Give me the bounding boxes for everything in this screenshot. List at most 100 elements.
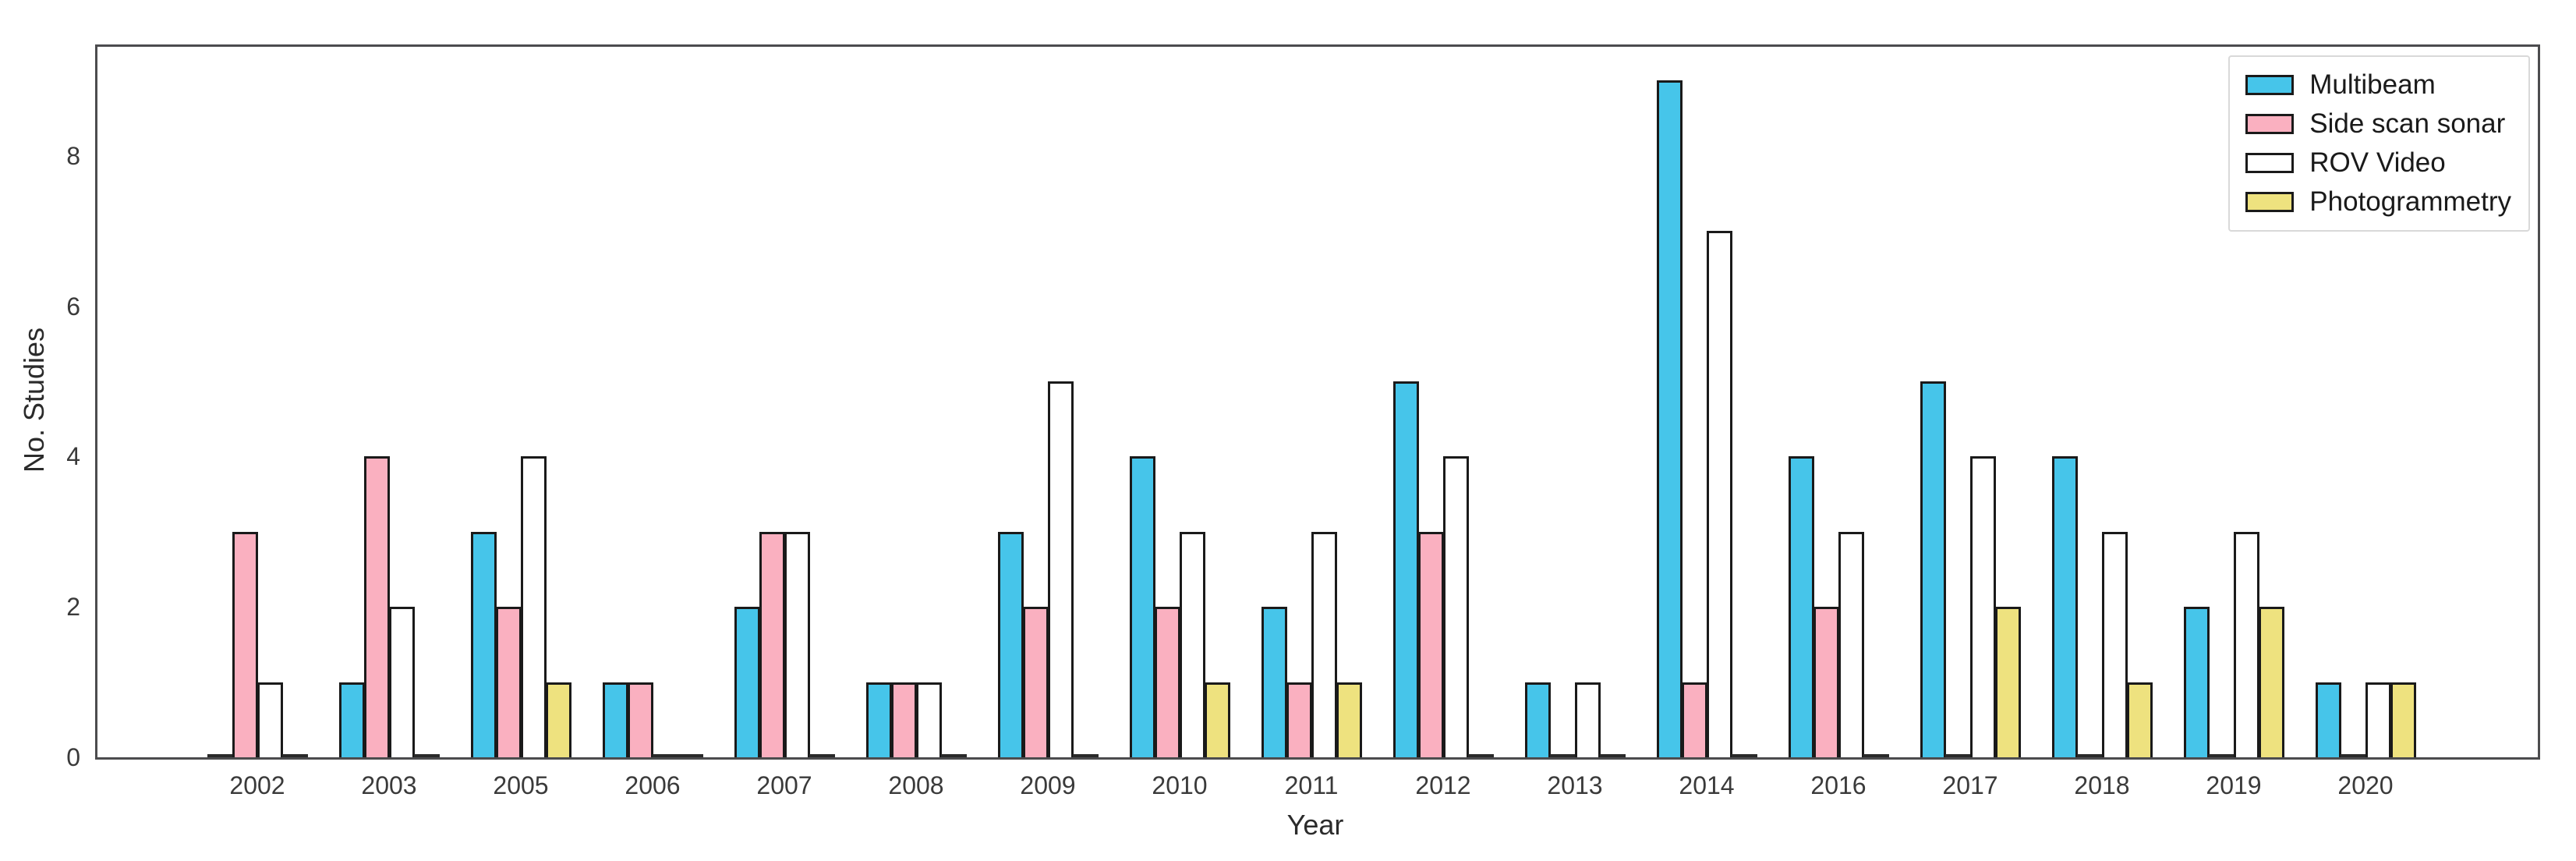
x-tick-label-2012: 2012 (1415, 771, 1471, 799)
bar-photogrammetry-2003 (414, 754, 440, 757)
bar-rov-video-2006 (653, 754, 678, 757)
legend-swatch-side-scan-sonar (2245, 114, 2295, 134)
x-tick-label-2017: 2017 (1942, 771, 1998, 799)
legend-swatch-photogrammetry (2245, 192, 2295, 212)
bar-photogrammetry-2002 (282, 754, 308, 757)
x-tick-label-2016: 2016 (1810, 771, 1867, 799)
legend-swatch-multibeam (2245, 75, 2295, 95)
x-tick-label-2011: 2011 (1284, 771, 1339, 799)
bar-photogrammetry-2018 (2127, 682, 2153, 757)
bar-photogrammetry-2020 (2390, 682, 2416, 757)
x-tick-label-2008: 2008 (888, 771, 944, 799)
bar-rov-video-2016 (1838, 532, 1864, 757)
bar-multibeam-2012 (1393, 381, 1419, 757)
bar-side-scan-sonar-2010 (1155, 607, 1180, 757)
bar-rov-video-2017 (1970, 456, 1996, 757)
y-tick-label-4: 4 (66, 442, 80, 471)
bar-photogrammetry-2013 (1600, 754, 1626, 757)
bar-multibeam-2011 (1261, 607, 1287, 757)
bar-side-scan-sonar-2002 (232, 532, 258, 757)
legend-item-side-scan-sonar: Side scan sonar (2245, 108, 2511, 140)
legend: Multibeam Side scan sonar ROV Video Photogr… (2228, 55, 2530, 232)
bar-photogrammetry-2005 (546, 682, 571, 757)
bar-multibeam-2009 (998, 532, 1024, 757)
x-tick-label-2020: 2020 (2337, 771, 2394, 799)
bar-multibeam-2003 (339, 682, 365, 757)
bar-multibeam-2008 (866, 682, 892, 757)
bar-side-scan-sonar-2011 (1286, 682, 1312, 757)
bar-photogrammetry-2019 (2259, 607, 2284, 757)
bar-side-scan-sonar-2019 (2209, 754, 2235, 757)
x-tick-label-2009: 2009 (1020, 771, 1076, 799)
bar-side-scan-sonar-2013 (1550, 754, 1576, 757)
x-tick-label-2007: 2007 (756, 771, 812, 799)
bar-side-scan-sonar-2016 (1813, 607, 1839, 757)
bar-photogrammetry-2006 (678, 754, 703, 757)
plot-area: Multibeam Side scan sonar ROV Video Photogr… (66, 44, 2540, 799)
bar-multibeam-2010 (1130, 456, 1155, 757)
legend-label-photogrammetry: Photogrammetry (2309, 186, 2511, 217)
bar-multibeam-2002 (207, 754, 233, 757)
bar-rov-video-2018 (2102, 532, 2128, 757)
bar-photogrammetry-2014 (1732, 754, 1757, 757)
x-axis-title: Year (1286, 809, 1344, 841)
bar-rov-video-2013 (1575, 682, 1601, 757)
x-tick-label-2019: 2019 (2206, 771, 2262, 799)
x-tick-label-2018: 2018 (2074, 771, 2130, 799)
bar-photogrammetry-2012 (1468, 754, 1494, 757)
bar-rov-video-2009 (1048, 381, 1074, 757)
bar-rov-video-2002 (257, 682, 283, 757)
bar-multibeam-2005 (471, 532, 497, 757)
bar-photogrammetry-2011 (1336, 682, 1362, 757)
bar-side-scan-sonar-2007 (759, 532, 785, 757)
bar-multibeam-2019 (2184, 607, 2210, 757)
bar-multibeam-2018 (2052, 456, 2078, 757)
bar-side-scan-sonar-2003 (364, 456, 390, 757)
bar-multibeam-2014 (1657, 80, 1683, 757)
x-tick-label-2002: 2002 (229, 771, 285, 799)
x-tick-label-2005: 2005 (493, 771, 549, 799)
bar-multibeam-2016 (1789, 456, 1814, 757)
bar-rov-video-2011 (1311, 532, 1337, 757)
x-tick-label-2014: 2014 (1679, 771, 1735, 799)
legend-label-side-scan-sonar: Side scan sonar (2309, 108, 2506, 139)
y-tick-label-8: 8 (66, 141, 80, 170)
bar-rov-video-2008 (916, 682, 942, 757)
bar-side-scan-sonar-2020 (2341, 754, 2366, 757)
legend-label-multibeam: Multibeam (2309, 69, 2436, 100)
bar-rov-video-2020 (2365, 682, 2391, 757)
bar-rov-video-2010 (1180, 532, 1205, 757)
legend-item-multibeam: Multibeam (2245, 69, 2511, 101)
bar-multibeam-2017 (1920, 381, 1946, 757)
y-tick-label-0: 0 (66, 743, 80, 771)
bar-photogrammetry-2007 (809, 754, 835, 757)
x-tick-label-2006: 2006 (625, 771, 681, 799)
bar-multibeam-2006 (603, 682, 628, 757)
bar-photogrammetry-2008 (941, 754, 967, 757)
bar-side-scan-sonar-2009 (1023, 607, 1049, 757)
y-tick-label-6: 6 (66, 292, 80, 321)
legend-label-rov-video: ROV Video (2309, 147, 2446, 178)
bar-side-scan-sonar-2006 (628, 682, 653, 757)
x-tick-label-2013: 2013 (1547, 771, 1603, 799)
bar-side-scan-sonar-2012 (1418, 532, 1444, 757)
bar-rov-video-2005 (521, 456, 547, 757)
bar-multibeam-2007 (734, 607, 760, 757)
bar-side-scan-sonar-2005 (496, 607, 522, 757)
legend-item-rov-video: ROV Video (2245, 147, 2511, 179)
bar-side-scan-sonar-2017 (1945, 754, 1971, 757)
y-tick-label-2: 2 (66, 593, 80, 622)
x-tick-label-2003: 2003 (361, 771, 417, 799)
bar-multibeam-2013 (1525, 682, 1551, 757)
bar-side-scan-sonar-2014 (1682, 682, 1707, 757)
x-tick-label-2010: 2010 (1152, 771, 1208, 799)
bar-photogrammetry-2010 (1205, 682, 1230, 757)
bar-rov-video-2014 (1707, 231, 1732, 757)
bar-rov-video-2003 (389, 607, 415, 757)
bar-rov-video-2019 (2234, 532, 2259, 757)
bar-photogrammetry-2017 (1995, 607, 2021, 757)
bar-photogrammetry-2009 (1073, 754, 1099, 757)
legend-swatch-rov-video (2245, 153, 2295, 173)
bar-side-scan-sonar-2018 (2077, 754, 2103, 757)
